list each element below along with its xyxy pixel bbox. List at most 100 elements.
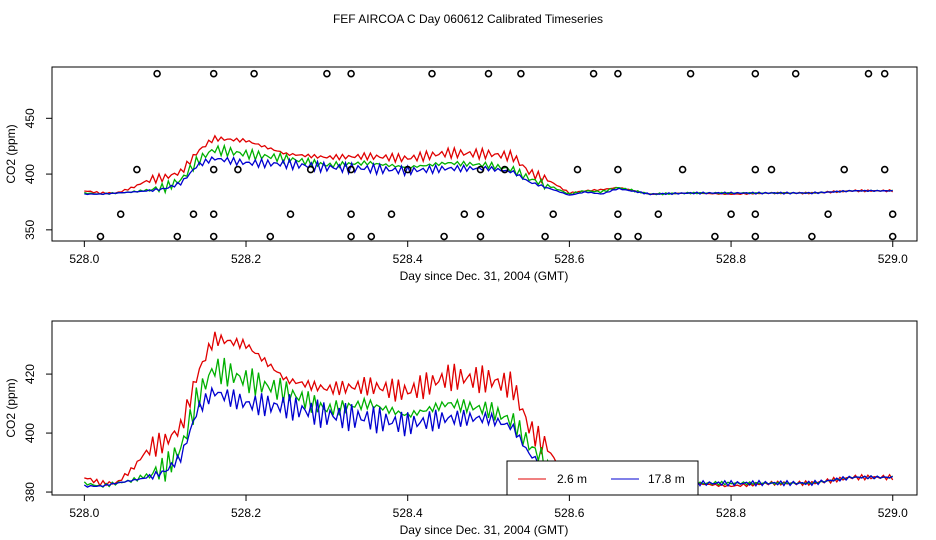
bottom-y-axis: 380 400 420: [23, 364, 52, 502]
calibration-marker-top-3: [323, 69, 331, 78]
top-xtick-label-3: 528.6: [554, 252, 584, 266]
legend-label-2-6m: 2.6 m: [557, 472, 587, 486]
top-series-blue: [84, 156, 893, 196]
top-y-axis: 350 400 450: [23, 108, 52, 240]
calibration-marker-low-13: [808, 232, 816, 241]
calibration-marker-top-2: [250, 69, 258, 78]
top-ytick-label-2: 450: [23, 108, 37, 128]
top-xtick-label-5: 529.0: [878, 252, 908, 266]
calibration-marker-mid-10: [654, 210, 663, 218]
top-xtick-label-4: 528.8: [716, 252, 746, 266]
calibration-marker-mid-4: [347, 210, 355, 218]
calibration-marker-upper-10: [678, 165, 687, 174]
bottom-x-axis-label: Day since Dec. 31, 2004 (GMT): [400, 523, 569, 537]
calibration-marker-low-11: [711, 232, 719, 241]
calibration-marker-low-2: [209, 232, 218, 241]
calibration-marker-mid-13: [824, 210, 832, 218]
calibration-marker-low-5: [367, 232, 376, 241]
calibration-marker-top-8: [589, 69, 598, 78]
bottom-xtick-label-5: 529.0: [878, 506, 908, 520]
top-ytick-label-0: 350: [23, 220, 37, 240]
calibration-marker-top-1: [209, 69, 218, 78]
calibration-marker-top-7: [517, 69, 525, 78]
calibration-marker-mid-11: [727, 210, 735, 218]
bottom-x-axis: 528.0 528.2 528.4 528.6 528.8 529.0: [69, 495, 908, 520]
bottom-series-red: [84, 331, 894, 488]
calibration-marker-low-7: [476, 232, 485, 241]
calibration-marker-top-0: [153, 69, 161, 78]
calibration-marker-mid-9: [614, 210, 622, 218]
top-x-axis-label: Day since Dec. 31, 2004 (GMT): [400, 269, 569, 283]
calibration-marker-mid-2: [209, 210, 218, 218]
calibration-marker-top-14: [880, 69, 889, 78]
bottom-xtick-label-3: 528.6: [554, 506, 584, 520]
top-xtick-label-1: 528.2: [231, 252, 261, 266]
top-panel: 528.0 528.2 528.4 528.6 528.8 529.0 350 400 450…: [4, 66, 918, 283]
bottom-y-axis-label: CO2 (ppm): [4, 378, 18, 437]
calibration-marker-top-5: [428, 69, 436, 78]
calibration-marker-low-3: [266, 232, 275, 241]
bottom-ytick-label-2: 420: [23, 364, 37, 384]
calibration-marker-mid-3: [286, 210, 295, 218]
calibration-marker-mid-1: [189, 210, 198, 218]
calibration-marker-upper-14: [880, 165, 889, 174]
calibration-marker-low-0: [96, 232, 105, 241]
calibration-marker-top-13: [864, 69, 873, 78]
top-xtick-label-0: 528.0: [69, 252, 99, 266]
calibration-marker-upper-0: [133, 165, 141, 174]
calibration-marker-mid-14: [888, 210, 897, 218]
calibration-marker-low-6: [440, 232, 448, 241]
calibration-marker-top-9: [614, 69, 622, 78]
calibration-marker-upper-13: [840, 165, 849, 174]
calibration-marker-upper-2: [234, 165, 242, 174]
calibration-marker-low-12: [751, 232, 760, 241]
bottom-xtick-label-2: 528.4: [393, 506, 423, 520]
legend: 2.6 m 17.8 m: [506, 460, 699, 496]
calibration-marker-upper-11: [751, 165, 760, 174]
bottom-series-group: [83, 331, 894, 490]
calibration-marker-upper-12: [767, 165, 776, 174]
calibration-marker-mid-5: [387, 210, 396, 218]
bottom-xtick-label-0: 528.0: [69, 506, 99, 520]
calibration-marker-low-8: [541, 232, 549, 241]
top-xtick-label-2: 528.4: [393, 252, 423, 266]
calibration-marker-low-9: [614, 232, 622, 241]
calibration-marker-upper-3: [306, 165, 315, 174]
calibration-marker-top-11: [751, 69, 760, 78]
bottom-series-blue: [83, 385, 893, 490]
calibration-marker-mid-0: [116, 210, 125, 218]
legend-box: [506, 460, 699, 496]
calibration-marker-low-14: [888, 232, 897, 241]
calibration-marker-upper-5: [403, 165, 412, 174]
calibration-marker-upper-4: [347, 165, 355, 174]
top-series-red: [84, 134, 894, 195]
calibration-marker-upper-9: [614, 165, 622, 174]
calibration-marker-top-12: [791, 69, 800, 78]
calibration-marker-top-10: [686, 69, 695, 78]
top-ytick-label-1: 400: [23, 164, 37, 184]
figure-title: FEF AIRCOA C Day 060612 Calibrated Times…: [333, 12, 603, 26]
calibration-marker-mid-7: [476, 210, 485, 218]
top-calibration-markers: [96, 69, 897, 241]
bottom-xtick-label-4: 528.8: [716, 506, 746, 520]
top-y-axis-label: CO2 (ppm): [4, 124, 18, 183]
bottom-ytick-label-0: 380: [23, 482, 37, 502]
bottom-plot-frame: [51, 320, 918, 496]
calibration-marker-low-1: [173, 232, 182, 241]
legend-label-17-8m: 17.8 m: [648, 472, 685, 486]
top-x-axis: 528.0 528.2 528.4 528.6 528.8 529.0: [69, 241, 908, 266]
calibration-marker-top-4: [347, 69, 355, 78]
top-plot-frame: [51, 66, 918, 242]
calibration-marker-mid-6: [460, 210, 469, 218]
calibration-marker-upper-8: [573, 165, 582, 174]
calibration-marker-top-6: [484, 69, 493, 78]
calibration-marker-upper-7: [500, 165, 509, 174]
bottom-xtick-label-1: 528.2: [231, 506, 261, 520]
top-series-group: [84, 134, 894, 196]
bottom-ytick-label-1: 400: [23, 423, 37, 443]
calibration-marker-low-10: [634, 232, 642, 241]
calibration-marker-mid-8: [549, 210, 558, 218]
bottom-panel: 528.0 528.2 528.4 528.6 528.8 529.0 380 400 420…: [4, 320, 918, 537]
calibration-marker-upper-1: [209, 165, 218, 174]
